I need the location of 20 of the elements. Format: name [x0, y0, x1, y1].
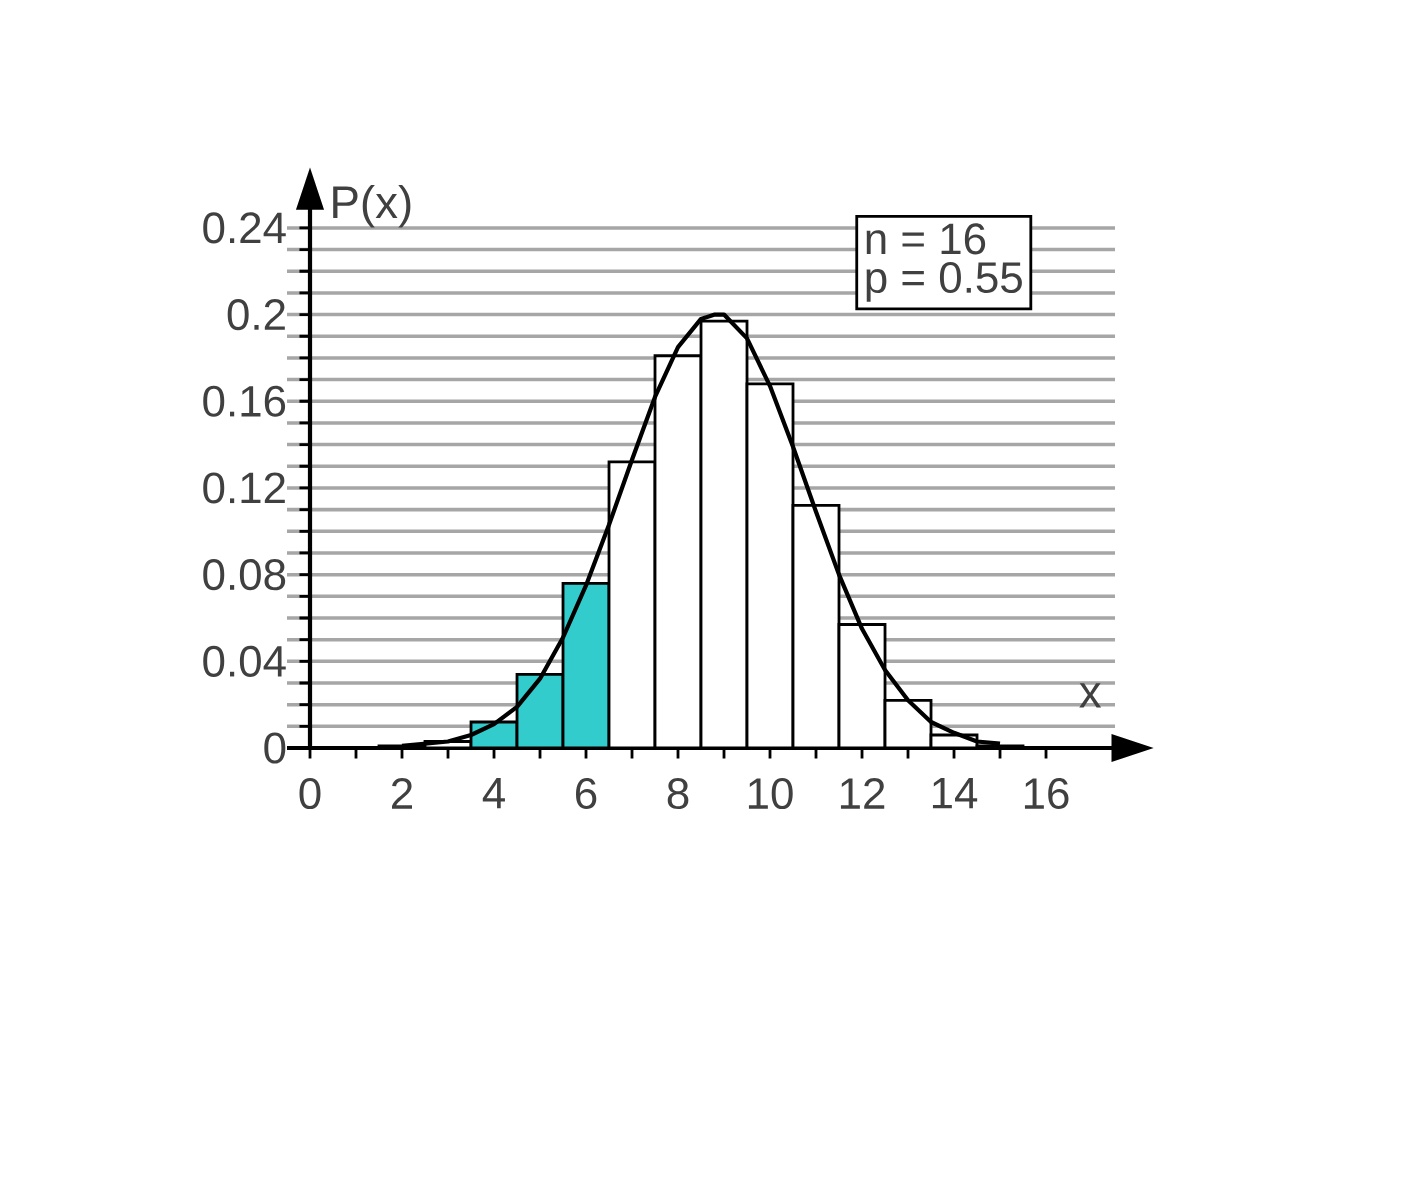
x-tick-label: 14 — [932, 778, 978, 809]
annotation: p = 0.55 — [866, 262, 1022, 302]
y-tick-label: 0.2 — [227, 299, 285, 331]
y-tick-label: 0.12 — [203, 472, 285, 504]
x-tick-label: 4 — [482, 778, 505, 809]
x-tick-label: 0 — [299, 778, 321, 810]
x-tick-label: 6 — [576, 778, 597, 810]
y-tick-label: 0.08 — [203, 559, 286, 591]
x-tick-label: 16 — [1024, 778, 1069, 810]
x-tick-label: 10 — [748, 778, 793, 810]
y-tick-label: 0 — [264, 732, 286, 764]
x-tick-label: 2 — [392, 778, 413, 809]
x-tick-label: 12 — [840, 778, 885, 809]
x-tick-label: 8 — [667, 778, 689, 810]
y-tick-label: 0.24 — [203, 212, 286, 244]
annotation: n = 16 — [866, 223, 986, 255]
x-axis-title: x — [1079, 683, 1102, 708]
y-tick-label: 0.04 — [203, 645, 286, 677]
y-tick-label: 0.16 — [203, 385, 286, 417]
y-axis-title: P(x) — [333, 184, 411, 228]
